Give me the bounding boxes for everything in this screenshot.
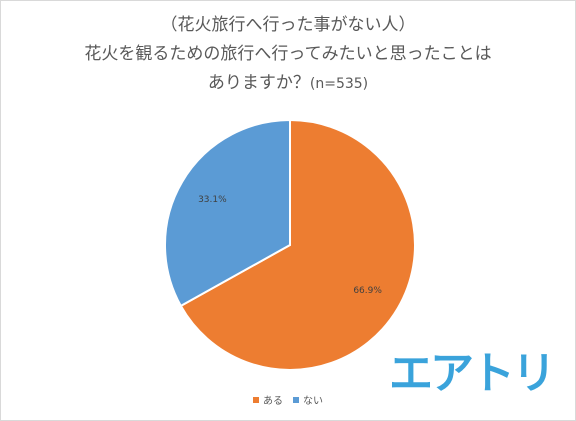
title-line-2: 花火を観るための旅行へ行ってみたいと思ったことは [84, 44, 492, 64]
legend-label: ある [263, 396, 283, 407]
pie-slice-2 [164, 118, 291, 308]
legend-swatch [253, 397, 259, 403]
legend-swatch [293, 397, 299, 403]
brand-logo: エアトリ [389, 348, 556, 399]
pie-slice-1 [179, 118, 416, 371]
chart-title: （花火旅行へ行った事がない人） 花火を観るための旅行へ行ってみたいと思ったことは… [1, 11, 575, 99]
data-label-2: 33.1% [198, 195, 227, 205]
pie-data-labels: 66.9% 33.1% [198, 195, 382, 296]
title-line-1: （花火旅行へ行った事がない人） [160, 15, 416, 35]
legend-item-1: ある [253, 392, 283, 407]
legend-item-2: ない [293, 392, 323, 407]
title-line-3: ありますか？(n=535) [1, 69, 575, 99]
pie-slices [164, 118, 416, 371]
data-label-1: 66.9% [353, 286, 382, 296]
title-line-3-main: ありますか？ [207, 73, 310, 93]
legend: ある ない [1, 392, 575, 407]
legend-label: ない [303, 396, 323, 407]
sample-size-label: (n=535) [309, 76, 369, 92]
